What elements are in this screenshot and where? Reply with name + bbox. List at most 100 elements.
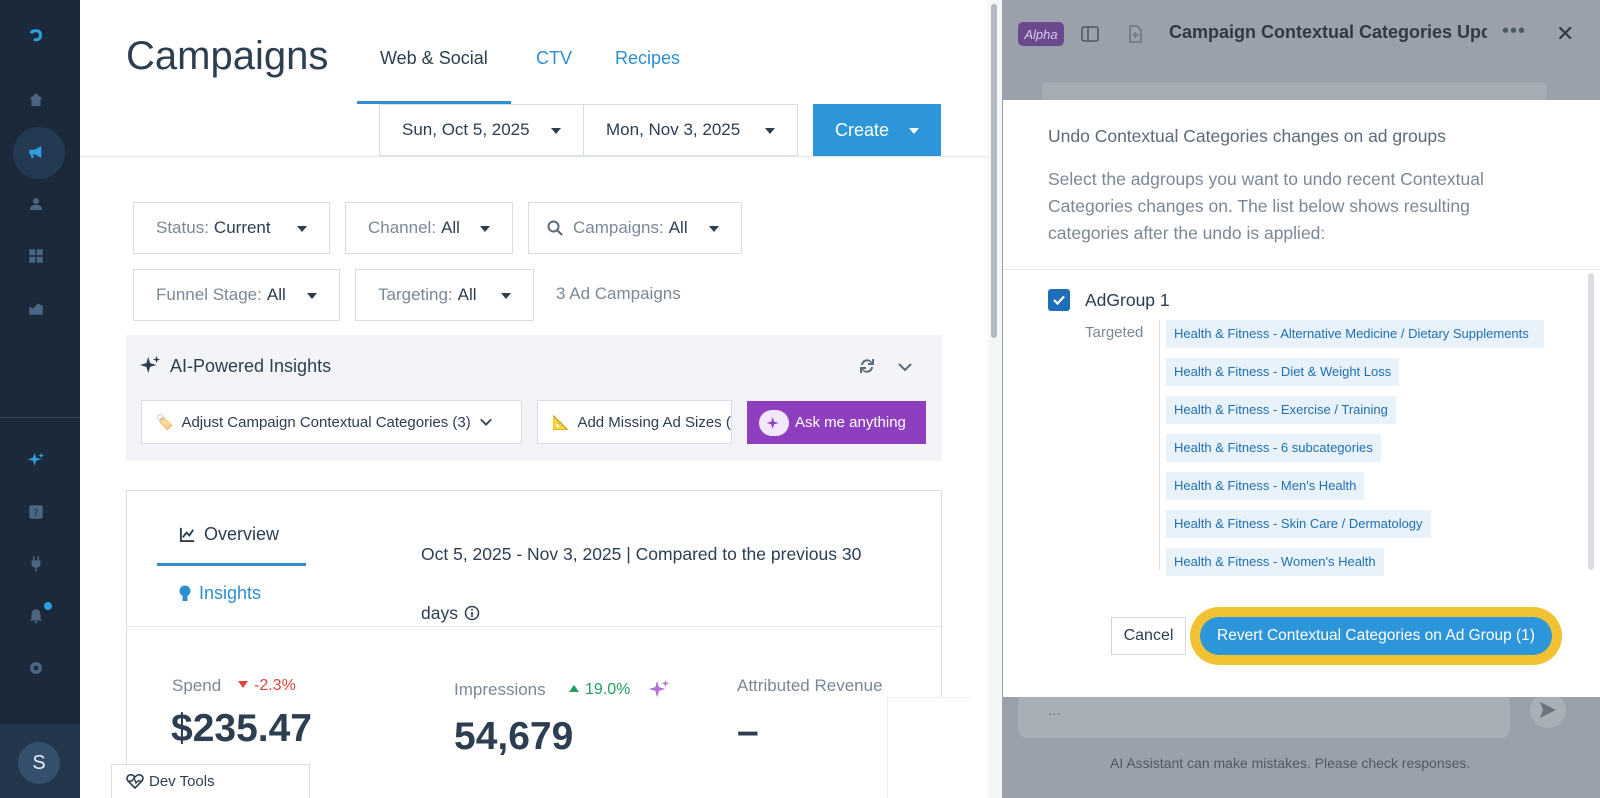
cancel-button[interactable]: Cancel — [1111, 617, 1186, 655]
insights-title: AI-Powered Insights — [170, 356, 332, 376]
status-filter[interactable]: Status: Current — [133, 202, 330, 254]
caret-down-icon — [709, 226, 719, 232]
megaphone-icon[interactable] — [24, 140, 48, 164]
send-icon — [1540, 702, 1556, 718]
message-placeholder-block — [1042, 82, 1547, 102]
ask-label: Ask me anything — [795, 414, 906, 431]
insight-chip-ad-sizes[interactable]: 📐 Add Missing Ad Sizes (2) — [537, 400, 732, 444]
channel-filter[interactable]: Channel: All — [345, 202, 513, 254]
targeted-label: Targeted — [1085, 324, 1144, 341]
adgroup-name: AdGroup 1 — [1085, 290, 1170, 310]
more-options-icon[interactable]: ••• — [1502, 20, 1527, 42]
close-icon[interactable]: ✕ — [1556, 21, 1575, 46]
caret-down-icon — [909, 128, 919, 134]
chat-sparkle-icon — [759, 409, 789, 436]
sparkle-icon[interactable] — [648, 678, 670, 700]
dev-tools-label: Dev Tools — [149, 773, 215, 790]
svg-text:?: ? — [33, 508, 38, 519]
campaigns-filter-value: All — [668, 218, 688, 237]
heartbeat-icon — [126, 773, 144, 789]
card-divider — [127, 626, 941, 627]
funnel-filter-label: Funnel Stage: — [156, 285, 262, 304]
campaigns-filter[interactable]: Campaigns: All — [528, 202, 742, 254]
attributed-revenue-label: Attributed Revenue — [737, 676, 883, 695]
caret-down-icon — [765, 128, 775, 134]
tab-recipes[interactable]: Recipes — [615, 48, 681, 68]
avatar[interactable]: S — [18, 742, 60, 784]
category-tag: Health & Fitness - Skin Care / Dermatolo… — [1166, 510, 1431, 538]
caret-down-icon — [297, 226, 307, 232]
date-range-label: Oct 5, 2025 - Nov 3, 2025 | Compared to … — [421, 544, 862, 623]
category-tag: Health & Fitness - Men's Health — [1166, 472, 1365, 500]
end-date-value: Mon, Nov 3, 2025 — [606, 120, 741, 139]
bell-icon[interactable] — [24, 604, 48, 628]
chart-icon[interactable] — [24, 296, 48, 320]
start-date-picker[interactable]: Sun, Oct 5, 2025 — [379, 104, 584, 156]
lightbulb-icon — [179, 585, 191, 601]
channel-filter-value: All — [441, 218, 460, 237]
adgroup-checkbox[interactable] — [1048, 289, 1070, 311]
insight-chip-contextual-categories[interactable]: 🏷️ Adjust Campaign Contextual Categories… — [141, 400, 522, 444]
down-arrow-icon — [238, 681, 248, 688]
logo-icon[interactable] — [24, 24, 48, 48]
chevron-down-icon[interactable] — [897, 359, 913, 375]
channel-filter-label: Channel: — [368, 218, 437, 237]
tab-insights[interactable]: Insights — [199, 583, 262, 603]
date-range-text: Oct 5, 2025 - Nov 3, 2025 | Compared to … — [421, 525, 901, 643]
end-date-picker[interactable]: Mon, Nov 3, 2025 — [583, 104, 798, 156]
ask-me-anything-button[interactable]: Ask me anything — [747, 401, 926, 444]
notification-dot — [44, 602, 52, 610]
impressions-delta-value: 19.0% — [585, 681, 631, 698]
grid-icon[interactable] — [24, 244, 48, 268]
impressions-label: Impressions — [454, 680, 546, 699]
dev-tools-button[interactable]: Dev Tools — [111, 764, 310, 798]
header-divider — [80, 156, 988, 157]
targeted-divider — [1159, 320, 1160, 570]
send-button[interactable] — [1530, 692, 1566, 728]
tab-ctv[interactable]: CTV — [536, 48, 572, 68]
new-document-icon[interactable] — [1125, 24, 1145, 44]
impressions-delta: 19.0% — [569, 681, 630, 699]
tab-overview[interactable]: Overview — [204, 524, 280, 544]
attributed-revenue-value: – — [737, 710, 759, 753]
status-filter-label: Status: — [156, 218, 209, 237]
status-filter-value: Current — [213, 218, 271, 237]
info-icon[interactable] — [464, 605, 480, 621]
gear-icon[interactable] — [24, 656, 48, 680]
assistant-input-placeholder: ... — [1048, 702, 1061, 719]
users-icon[interactable] — [24, 192, 48, 216]
refresh-icon[interactable] — [858, 357, 876, 375]
main-scroll-thumb[interactable] — [991, 4, 997, 338]
start-date-value: Sun, Oct 5, 2025 — [402, 120, 530, 139]
spend-value: $235.47 — [171, 707, 312, 750]
category-tag: Health & Fitness - Exercise / Training — [1166, 396, 1396, 424]
revert-categories-button[interactable]: Revert Contextual Categories on Ad Group… — [1200, 617, 1552, 655]
spend-delta-value: -2.3% — [254, 677, 296, 694]
home-icon[interactable] — [24, 88, 48, 112]
targeting-filter[interactable]: Targeting: All — [355, 269, 534, 321]
impressions-value: 54,679 — [454, 715, 574, 758]
checkmark-icon — [1053, 295, 1065, 306]
category-tag: Health & Fitness - 6 subcategories — [1166, 434, 1381, 462]
modal-title: Undo Contextual Categories changes on ad… — [1048, 126, 1446, 146]
category-tag: Health & Fitness - Women's Health — [1166, 548, 1384, 576]
modal-divider — [1003, 269, 1600, 270]
category-list: Health & Fitness - Alternative Medicine … — [1166, 320, 1544, 586]
help-icon[interactable]: ? — [24, 500, 48, 524]
insight-chip-label: Add Missing Ad Sizes (2) — [577, 413, 732, 431]
search-icon — [547, 220, 563, 236]
up-arrow-icon — [569, 685, 579, 692]
plug-icon[interactable] — [24, 552, 48, 576]
modal-description: Select the adgroups you want to undo rec… — [1048, 169, 1484, 243]
caret-down-icon — [480, 226, 490, 232]
page-title: Campaigns — [126, 34, 329, 78]
nav-divider — [0, 417, 80, 418]
sparkle-icon[interactable] — [24, 448, 48, 472]
funnel-filter-value: All — [266, 285, 286, 304]
funnel-stage-filter[interactable]: Funnel Stage: All — [133, 269, 340, 321]
modal-scrollbar[interactable] — [1588, 273, 1594, 570]
sidebar-toggle-icon[interactable] — [1080, 24, 1100, 44]
line-chart-icon — [179, 527, 195, 543]
tab-web-social[interactable]: Web & Social — [380, 48, 488, 68]
create-button[interactable]: Create — [813, 104, 941, 156]
